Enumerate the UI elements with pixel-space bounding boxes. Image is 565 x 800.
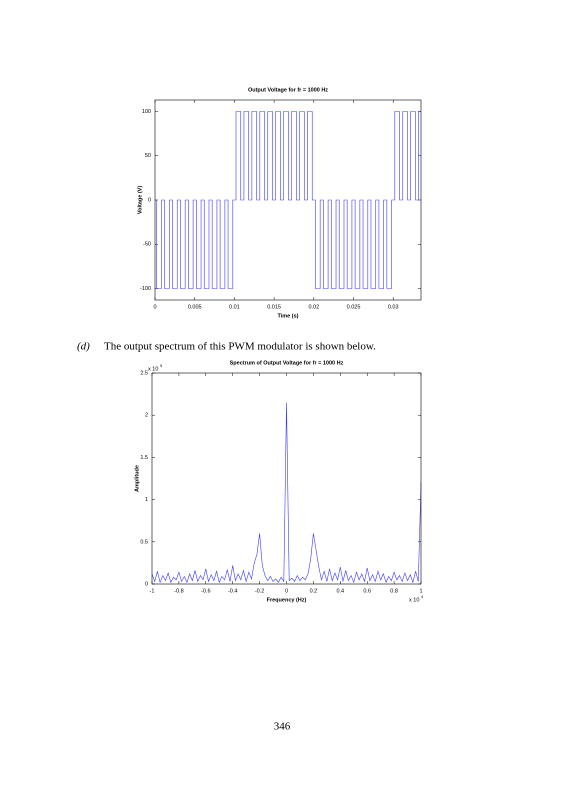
y-scale-label: x 10 — [148, 366, 158, 372]
y-tick-label: 0 — [145, 581, 148, 587]
data-line — [155, 111, 421, 289]
x-tick-label: 0.015 — [267, 304, 281, 310]
x-tick-label: 0.005 — [188, 304, 202, 310]
x-tick-label: 0.6 — [363, 588, 371, 594]
caption-label: (d) — [77, 341, 90, 353]
y-tick-label: -50 — [143, 242, 151, 248]
y-axis-label: Voltage (V) — [137, 186, 143, 214]
x-tick-label: 0.02 — [308, 304, 319, 310]
x-tick-label: 0.03 — [388, 304, 399, 310]
plot-frame — [151, 372, 422, 585]
y-tick-label: 1 — [145, 497, 148, 503]
plot-frame — [154, 99, 422, 301]
x-axis-label: Frequency (Hz) — [267, 597, 307, 603]
x-tick-label: -0.6 — [201, 588, 210, 594]
caption-text: The output spectrum of this PWM modulato… — [104, 341, 376, 353]
y-scale-exponent: 5 — [160, 363, 163, 368]
x-tick-label: 0.8 — [390, 588, 398, 594]
x-axis-label: Time (s) — [278, 313, 299, 319]
x-tick-label: -0.8 — [174, 588, 183, 594]
y-tick-label: 0 — [148, 197, 151, 203]
x-scale-label: x 10 — [409, 597, 419, 603]
page-number: 346 — [274, 721, 291, 733]
x-tick-label: 0.025 — [347, 304, 361, 310]
y-tick-label: 50 — [145, 153, 151, 159]
y-tick-label: 0.5 — [140, 539, 148, 545]
x-tick-label: 0.4 — [336, 588, 344, 594]
y-tick-label: 100 — [142, 109, 151, 115]
y-tick-label: 2.5 — [140, 370, 148, 376]
x-tick-label: -1 — [150, 588, 155, 594]
x-tick-label: 0.01 — [229, 304, 240, 310]
data-line — [151, 402, 422, 584]
chart-title: Spectrum of Output Voltage for fr = 1000… — [230, 360, 344, 366]
y-tick-label: -100 — [140, 286, 151, 292]
x-tick-label: 0 — [285, 588, 288, 594]
x-tick-label: 0 — [153, 304, 156, 310]
y-tick-label: 1.5 — [140, 455, 148, 461]
x-tick-label: -0.4 — [228, 588, 237, 594]
x-tick-label: 0.2 — [310, 588, 318, 594]
x-scale-exponent: 4 — [421, 594, 424, 599]
x-tick-label: 1 — [419, 588, 422, 594]
y-axis-label: Amplitude — [134, 465, 140, 492]
y-tick-label: 2 — [145, 413, 148, 419]
chart-title: Output Voltage for fr = 1000 Hz — [248, 87, 328, 93]
x-tick-label: -0.2 — [255, 588, 264, 594]
